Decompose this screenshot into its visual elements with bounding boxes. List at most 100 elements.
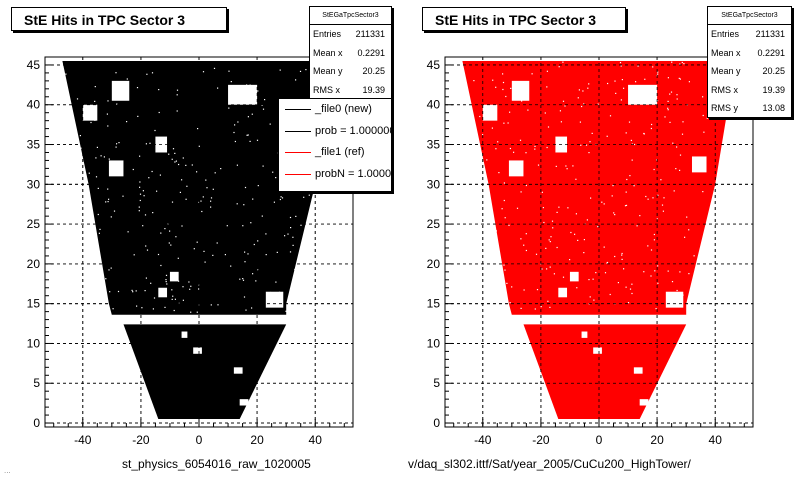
- hit-gap: [630, 139, 632, 141]
- hit-gap: [688, 229, 690, 231]
- hit-gap: [603, 246, 605, 248]
- hit-gap: [562, 61, 564, 63]
- hit-gap: [94, 86, 96, 88]
- hit-gap: [117, 290, 120, 293]
- hit-gap: [547, 126, 550, 128]
- x-tick-label: -40: [474, 433, 492, 447]
- hit-gap: [535, 253, 538, 255]
- hit-gap: [255, 280, 257, 282]
- hit-gap: [126, 121, 128, 123]
- y-tick-label: 10: [427, 336, 441, 350]
- hit-gap: [553, 273, 555, 275]
- hit-gap: [79, 135, 81, 137]
- y-tick-label: 15: [27, 297, 41, 311]
- hit-gap: [276, 251, 278, 253]
- hit-gap: [661, 204, 664, 206]
- hit-gap: [204, 261, 206, 263]
- hit-gap: [107, 100, 109, 102]
- hit-gap: [175, 236, 177, 238]
- hit-gap: [290, 227, 292, 229]
- hit-gap: [580, 144, 582, 146]
- y-tick-label: 30: [427, 177, 441, 191]
- hit-gap: [623, 268, 625, 270]
- hit-gap: [136, 305, 138, 307]
- hit-gap: [542, 207, 544, 209]
- hit-gap: [650, 249, 653, 251]
- hit-gap: [182, 299, 184, 301]
- x-tick-label: 40: [309, 433, 323, 447]
- hit-gap: [212, 254, 214, 256]
- hit-gap: [176, 94, 178, 96]
- hit-gap: [521, 100, 523, 102]
- right-stats-entries: Entries 211331: [708, 25, 791, 44]
- hit-gap: [509, 111, 511, 113]
- hit-gap: [498, 172, 500, 174]
- hit-gap: [541, 268, 543, 270]
- hit-gap: [275, 281, 277, 283]
- hit-gap: [581, 105, 583, 108]
- hit-gap: [670, 91, 673, 93]
- hit-gap: [656, 218, 658, 220]
- hit-gap: [606, 262, 608, 264]
- hit-gap: [88, 196, 90, 198]
- hit-gap: [664, 116, 666, 118]
- hit-gap: [90, 121, 92, 124]
- hit-gap: [579, 121, 581, 123]
- hit-gap: [132, 168, 134, 171]
- hit-gap: [555, 165, 557, 167]
- hit-gap: [126, 78, 128, 80]
- hit-gap: [137, 115, 139, 117]
- hit-gap: [196, 311, 198, 313]
- hit-gap: [245, 309, 247, 311]
- hit-gap: [676, 289, 678, 292]
- dead-pad-region: [181, 331, 188, 338]
- stats-value: 0.2291: [757, 47, 785, 58]
- hit-gap: [265, 254, 267, 256]
- hit-gap: [488, 198, 490, 200]
- hit-gap: [210, 206, 212, 208]
- hit-gap: [693, 255, 695, 257]
- stats-value: 13.08: [762, 103, 785, 113]
- hit-gap: [625, 191, 627, 193]
- hit-gap: [261, 104, 263, 106]
- hit-gap: [210, 200, 212, 202]
- hit-gap: [503, 182, 505, 184]
- y-tick-label: 35: [427, 138, 441, 152]
- hit-gap: [597, 226, 599, 228]
- hit-gap: [679, 169, 681, 171]
- right-hit-distribution: [462, 61, 736, 419]
- hit-gap: [673, 190, 675, 192]
- hit-gap: [502, 73, 504, 75]
- hit-gap: [702, 114, 704, 117]
- hit-gap: [141, 307, 143, 309]
- hit-gap: [233, 131, 235, 134]
- x-tick-label: 40: [709, 433, 723, 447]
- hit-gap: [556, 211, 558, 213]
- hit-gap: [236, 203, 238, 205]
- hit-gap: [609, 293, 611, 296]
- hit-gap: [264, 99, 266, 101]
- hit-gap: [547, 300, 549, 302]
- hit-gap: [148, 177, 150, 179]
- left-stats-entries: Entries 211331: [310, 25, 391, 44]
- hit-gap: [285, 310, 287, 312]
- dead-pad-region: [508, 160, 524, 177]
- hit-gap: [165, 274, 168, 276]
- hit-gap: [527, 109, 529, 111]
- hit-gap: [631, 283, 633, 285]
- dead-pad-region: [111, 80, 130, 101]
- hit-gap: [165, 279, 167, 281]
- hit-gap: [626, 178, 628, 181]
- hit-gap: [243, 204, 245, 206]
- hit-gap: [620, 65, 622, 67]
- left-hit-distribution: [62, 61, 336, 419]
- hit-gap: [703, 131, 705, 133]
- left-stats-title: StEGaTpcSector3: [310, 7, 391, 25]
- hit-gap: [621, 254, 623, 256]
- hit-gap: [171, 289, 173, 291]
- hit-gap: [292, 244, 294, 246]
- dead-pad-region: [593, 347, 602, 354]
- hit-gap: [520, 307, 522, 309]
- hit-gap: [548, 239, 550, 241]
- hit-gap: [577, 97, 579, 99]
